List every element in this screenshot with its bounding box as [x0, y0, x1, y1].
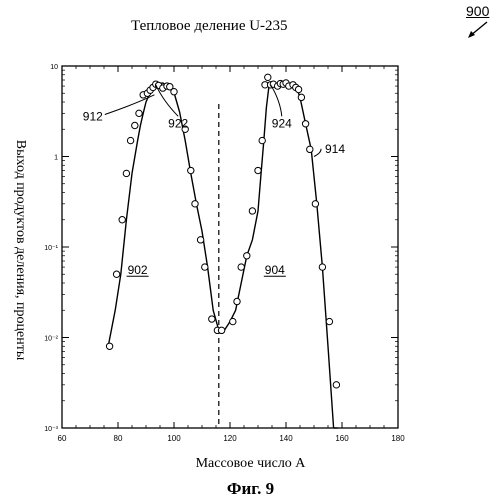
- data-point-marker: [106, 343, 112, 349]
- data-point-marker: [218, 327, 224, 333]
- leader-line-914: [314, 149, 321, 157]
- x-tick-label: 100: [167, 434, 181, 443]
- data-point-marker: [119, 217, 125, 223]
- reference-label-924: 924: [272, 116, 292, 130]
- data-point-marker: [113, 271, 119, 277]
- reference-label-904: 904: [265, 263, 285, 277]
- data-point-marker: [333, 382, 339, 388]
- data-point-marker: [244, 253, 250, 259]
- data-point-marker: [295, 86, 301, 92]
- data-point-marker: [136, 110, 142, 116]
- x-tick-label: 60: [58, 434, 67, 443]
- plot-frame: [62, 66, 398, 428]
- y-tick-label: 10⁻²: [44, 336, 58, 343]
- data-point-marker: [123, 170, 129, 176]
- data-point-marker: [298, 94, 304, 100]
- data-point-marker: [230, 318, 236, 324]
- data-point-marker: [307, 146, 313, 152]
- leader-line-912: [105, 95, 155, 115]
- y-axis-label: Выход продуктов деления, проценты: [12, 140, 28, 360]
- data-point-marker: [312, 201, 318, 207]
- x-tick-label: 80: [114, 434, 123, 443]
- data-point-marker: [249, 208, 255, 214]
- reference-label-902: 902: [128, 263, 148, 277]
- data-point-marker: [192, 201, 198, 207]
- data-point-marker: [265, 74, 271, 80]
- x-tick-label: 160: [335, 434, 349, 443]
- leader-line-924: [271, 85, 282, 117]
- x-tick-label: 120: [223, 434, 237, 443]
- data-point-marker: [326, 318, 332, 324]
- y-tick-label: 10⁻³: [44, 426, 58, 433]
- x-axis-label: Массовое число A: [0, 456, 501, 472]
- y-tick-label: 10⁻¹: [44, 245, 58, 252]
- data-point-marker: [132, 122, 138, 128]
- data-point-marker: [255, 167, 261, 173]
- y-tick-label: 1: [54, 155, 58, 162]
- reference-label-912: 912: [83, 109, 103, 123]
- figure-caption: Фиг. 9: [0, 479, 501, 499]
- data-point-marker: [238, 264, 244, 270]
- data-point-marker: [234, 298, 240, 304]
- data-point-marker: [188, 167, 194, 173]
- yield-curve-line: [108, 83, 333, 428]
- data-point-marker: [302, 121, 308, 127]
- data-point-marker: [171, 89, 177, 95]
- x-tick-label: 140: [279, 434, 293, 443]
- x-tick-label: 180: [391, 434, 405, 443]
- reference-label-914: 914: [325, 142, 345, 156]
- y-tick-label: 10: [50, 64, 58, 71]
- data-point-marker: [202, 264, 208, 270]
- data-point-marker: [127, 137, 133, 143]
- data-point-marker: [197, 237, 203, 243]
- data-point-marker: [209, 316, 215, 322]
- data-point-marker: [319, 264, 325, 270]
- reference-label-922: 922: [168, 116, 188, 130]
- data-point-marker: [259, 137, 265, 143]
